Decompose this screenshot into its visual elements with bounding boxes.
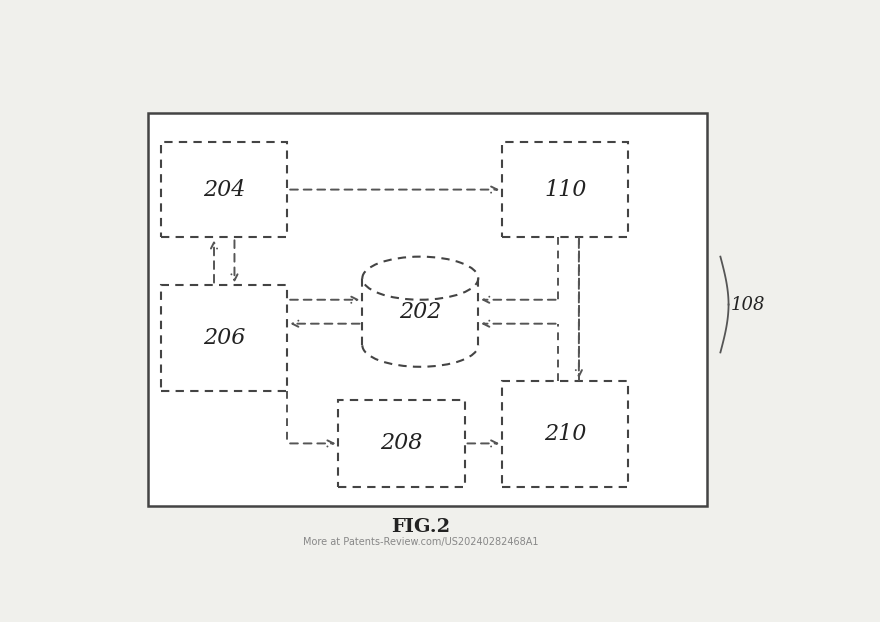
Text: 108: 108 — [730, 295, 765, 313]
Bar — [502, 142, 628, 238]
Text: 110: 110 — [544, 179, 586, 200]
Text: FIG.2: FIG.2 — [391, 518, 450, 536]
Text: 204: 204 — [203, 179, 246, 200]
Bar — [161, 285, 288, 391]
Text: More at Patents-Review.com/US20240282468A1: More at Patents-Review.com/US20240282468… — [303, 537, 538, 547]
Text: 210: 210 — [544, 423, 586, 445]
Bar — [339, 401, 465, 486]
Bar — [148, 113, 707, 506]
Text: 202: 202 — [400, 300, 442, 323]
Bar — [363, 278, 479, 345]
Text: 208: 208 — [380, 432, 422, 455]
Text: 206: 206 — [203, 327, 246, 349]
Bar — [161, 142, 288, 238]
Bar — [502, 381, 628, 486]
Ellipse shape — [363, 257, 479, 300]
